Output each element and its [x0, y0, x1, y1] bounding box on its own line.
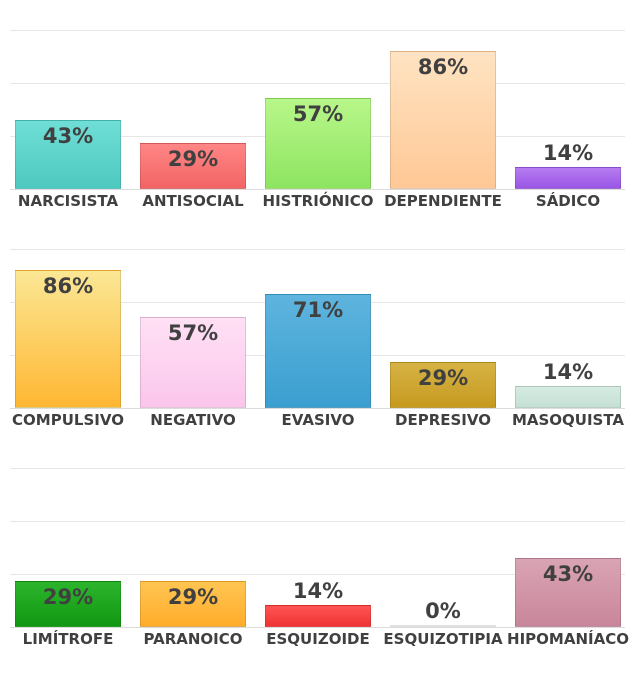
category-label: MASOQUISTA — [511, 411, 625, 429]
data-label: 43% — [542, 562, 594, 586]
bar-chart-2: 86% COMPULSIVO 57% NEGATIVO 71% EVASIVO 29% DEP… — [0, 219, 635, 438]
bar — [390, 362, 496, 408]
data-label: 57% — [292, 102, 344, 126]
bar — [265, 605, 371, 627]
data-label: 86% — [42, 274, 94, 298]
bar — [265, 98, 371, 189]
data-label: 29% — [417, 366, 469, 390]
category-label: ESQUIZOIDE — [266, 630, 370, 648]
bar — [15, 270, 121, 408]
gridline — [10, 521, 625, 522]
bar — [515, 386, 621, 408]
category-label: NARCISISTA — [17, 192, 119, 210]
data-label: 29% — [167, 585, 219, 609]
category-label: COMPULSIVO — [12, 411, 124, 429]
category-label: HIPOMANÍACO — [507, 630, 629, 648]
gridline — [10, 249, 625, 250]
data-label: 14% — [542, 360, 594, 384]
bar — [140, 317, 246, 408]
data-label: 14% — [292, 579, 344, 603]
category-label: ESQUIZOTIPIA — [383, 630, 503, 648]
axis-baseline — [10, 627, 625, 628]
bar-chart-1: 43% NARCISISTA 29% ANTISOCIAL 57% HISTRIÓNICO… — [0, 0, 635, 219]
data-label: 86% — [417, 55, 469, 79]
data-label: 57% — [167, 321, 219, 345]
category-label: DEPENDIENTE — [384, 192, 502, 210]
data-label: 71% — [292, 298, 344, 322]
data-label: 14% — [542, 141, 594, 165]
category-label: NEGATIVO — [150, 411, 236, 429]
category-label: ANTISOCIAL — [142, 192, 244, 210]
bar — [15, 581, 121, 627]
data-label: 29% — [167, 147, 219, 171]
gridline — [10, 574, 625, 575]
bar — [15, 120, 121, 189]
bar — [140, 581, 246, 627]
category-label: HISTRIÓNICO — [262, 192, 374, 210]
bar — [140, 143, 246, 189]
category-label: EVASIVO — [281, 411, 355, 429]
gridline — [10, 83, 625, 84]
category-label: SÁDICO — [535, 192, 601, 210]
axis-baseline — [10, 189, 625, 190]
category-label: PARANOICO — [143, 630, 243, 648]
data-label: 29% — [42, 585, 94, 609]
gridline — [10, 468, 625, 469]
category-label: LIMÍTROFE — [22, 630, 114, 648]
bar — [390, 625, 496, 627]
data-label: 0% — [425, 599, 461, 623]
data-label: 43% — [42, 124, 94, 148]
bar-chart-3: 29% LIMÍTROFE 29% PARANOICO 14% ESQUIZOIDE 0% E… — [0, 438, 635, 657]
bar — [390, 51, 496, 189]
axis-baseline — [10, 408, 625, 409]
bar — [265, 294, 371, 408]
bar — [515, 558, 621, 627]
bar — [515, 167, 621, 189]
category-label: DEPRESIVO — [395, 411, 491, 429]
gridline — [10, 30, 625, 31]
